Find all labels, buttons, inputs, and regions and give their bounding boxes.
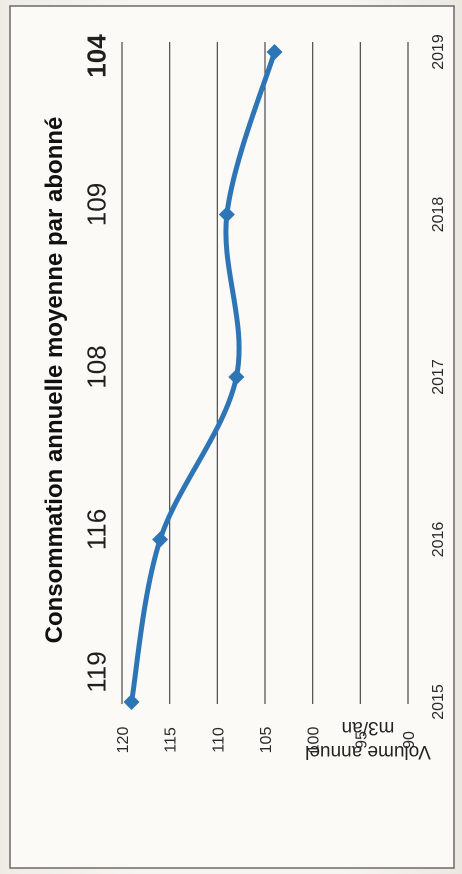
x-tick-2017: 2017	[430, 359, 447, 395]
y-axis-title-line-2: m3/an	[342, 717, 395, 738]
x-tick-2015: 2015	[430, 684, 447, 720]
chart-frame	[9, 5, 455, 869]
data-point-2019	[266, 44, 283, 60]
data-point-2017	[228, 369, 245, 385]
chart-title: Consommation annuelle moyenne par abonné	[41, 117, 68, 644]
data-label-2018: 109	[82, 183, 112, 226]
series-line-group	[123, 44, 283, 710]
y-axis-title: Volume annuel m3/an	[305, 717, 431, 762]
data-labels: 119 116 108 109 104	[82, 34, 112, 693]
x-tick-2019: 2019	[430, 34, 447, 70]
data-point-2015	[123, 694, 140, 710]
data-label-2015: 119	[82, 651, 112, 692]
x-tick-2016: 2016	[430, 522, 447, 558]
y-tick-120: 120	[115, 727, 132, 754]
y-axis-title-line-1: Volume annuel	[305, 741, 431, 762]
y-tick-105: 105	[258, 727, 275, 754]
category-axis: 2015 2016 2017 2018 2019	[430, 34, 447, 720]
y-tick-115: 115	[163, 727, 180, 753]
x-tick-2018: 2018	[430, 197, 447, 233]
data-point-2016	[152, 531, 169, 548]
value-axis: 120 115 110 105 100 95 90	[115, 727, 418, 754]
data-label-2016: 116	[82, 509, 112, 550]
grid-lines	[121, 42, 409, 704]
y-tick-110: 110	[210, 727, 227, 753]
y-tick-90: 90	[401, 731, 418, 749]
data-point-2018	[218, 206, 235, 223]
y-tick-100: 100	[306, 727, 323, 754]
data-label-2019: 104	[82, 34, 112, 78]
data-label-2017: 108	[82, 345, 112, 388]
y-tick-95: 95	[353, 731, 370, 749]
